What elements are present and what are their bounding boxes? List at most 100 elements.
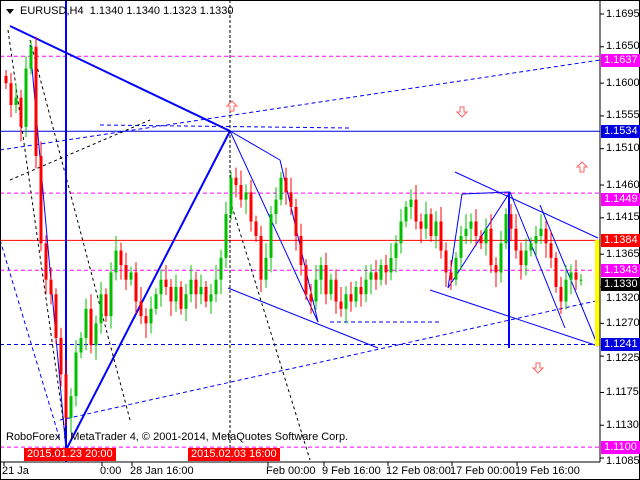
price-level-label: 1.1637 [601,54,640,68]
candle-body [514,228,518,251]
candle-body [489,228,493,266]
candle-body [569,272,573,280]
price-tick-label: 1.1460 [606,178,640,191]
candle-body [579,279,583,281]
dropdown-triangle-icon[interactable] [6,8,14,14]
time-label: 19 Feb 16:00 [515,465,580,477]
candle-body [269,214,273,258]
dashed-channel-line [9,119,151,181]
candle-body [334,279,338,302]
symbol-label: EURUSD,H4 [20,5,84,17]
trend-line [539,204,599,347]
candle-body [159,279,163,295]
candle-body [164,279,168,287]
candle-body [59,337,63,375]
candle-body [429,214,433,237]
price-tick-label: 1.1650 [606,40,640,53]
price-tick-label: 1.1555 [606,109,640,122]
candle-body [529,243,533,251]
candle-body [239,185,243,200]
candle-body [354,286,358,302]
chart-title: EURUSD,H4 1.1340 1.1340 1.1323 1.1330 [6,5,233,18]
candle-body [19,97,23,127]
time-label: 28 Jan 16:00 [130,465,194,477]
trend-line [429,289,599,347]
price-level-label: 1.1534 [601,124,640,138]
candle-body [254,221,258,237]
trend-line [461,191,511,195]
price-level-label: 1.1343 [601,263,640,277]
candle-body [304,265,308,295]
candles [4,36,583,433]
price-tick-label: 1.1415 [606,211,640,224]
candle-body [324,265,328,295]
candle-body [244,192,248,200]
candle-body [574,272,578,280]
candle-body [24,68,28,127]
price-tick-label: 1.1510 [606,142,640,155]
candle-body [199,286,203,295]
dashed-trend-line [0,59,601,151]
candle-body [399,221,403,244]
candle-body [299,236,303,266]
price-tick-label: 1.1270 [606,316,640,329]
candle-body [539,228,543,237]
candle-body [34,46,38,156]
trend-line [229,130,281,161]
candle-body [549,243,553,258]
price-range-highlight [595,240,600,346]
candle-body [434,221,438,237]
candle-body [179,286,183,309]
candle-body [509,214,513,229]
candle-body [104,294,108,317]
candle-body [139,301,143,317]
candle-body [94,323,98,346]
candle-body [124,265,128,280]
candle-body [109,272,113,317]
candle-body [129,272,133,280]
price-level-label: 1.1100 [601,440,640,454]
candle-body [384,265,388,273]
price-level-label: 1.1384 [601,233,640,247]
candle-body [44,243,48,280]
trend-line [229,130,319,323]
crosshair-time-label: 2015.02.03 16:00 [188,448,280,461]
candle-body [194,279,198,295]
candle-body [144,316,148,324]
candle-body [184,294,188,309]
candle-body [519,250,523,266]
candle-body [274,199,278,215]
candle-body [74,352,78,397]
candle-body [319,265,323,280]
trend-line [65,130,231,451]
candle-body [554,257,558,287]
time-label: 17 Feb 00:00 [450,465,515,477]
copyright-text: RoboForex - MetaTrader 4, © 2001-2014, M… [6,431,349,443]
time-label: 21 Ja [2,465,29,477]
price-level-label: 1.1241 [601,337,640,351]
price-tick-label: 1.1695 [606,7,640,20]
candle-body [464,228,468,237]
time-label: 0:00 [100,465,122,477]
candle-body [314,279,318,302]
candle-body [174,286,178,302]
time-label: 12 Feb 08:00 [386,465,451,477]
candle-body [289,192,293,207]
candle-body [479,236,483,244]
candle-body [9,83,13,105]
candle-body [459,236,463,258]
candle-body [369,272,373,280]
candle-body [234,177,238,186]
candle-body [264,257,268,280]
candle-body [504,214,508,244]
candle-body [534,236,538,244]
trend-line [509,191,566,329]
candle-body [424,214,428,229]
time-label: 9 Feb 16:00 [322,465,381,477]
arrow-up-icon [225,100,239,112]
candle-body [564,279,568,302]
candle-body [154,294,158,309]
candle-body [469,221,473,229]
dashed-channel-line [29,39,131,421]
